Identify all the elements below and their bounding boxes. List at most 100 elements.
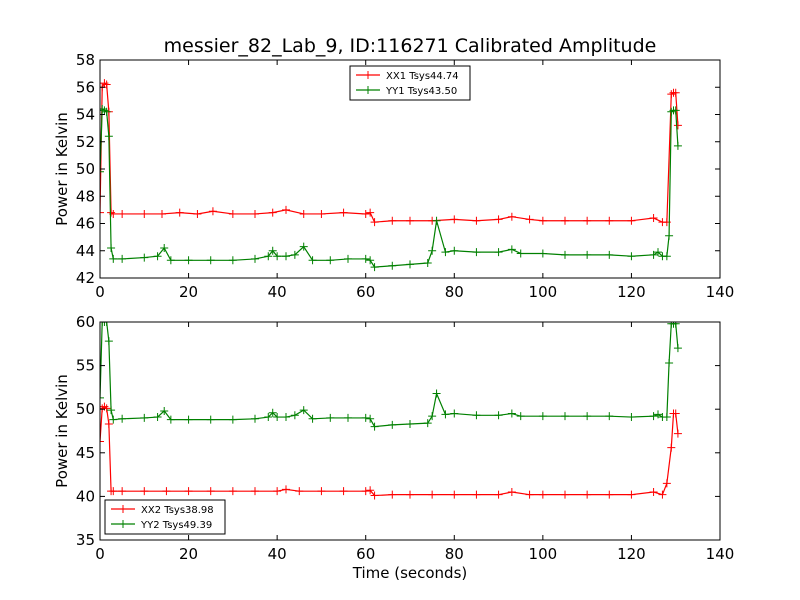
- data-point: [538, 412, 547, 421]
- data-point: [268, 208, 277, 217]
- data-point: [423, 259, 432, 268]
- data-point: [472, 490, 481, 499]
- data-point: [228, 487, 237, 496]
- legend: XX2 Tsys38.98 YY2 Tsys49.39: [104, 499, 226, 535]
- data-point: [583, 250, 592, 259]
- data-point: [525, 490, 534, 499]
- x-tick-label: 140: [706, 545, 735, 563]
- data-point: [100, 208, 104, 217]
- data-point: [406, 260, 414, 269]
- data-point: [175, 208, 184, 217]
- x-tick-label: 40: [268, 545, 287, 563]
- data-point: [441, 410, 450, 419]
- data-point: [673, 344, 682, 353]
- data-point: [361, 209, 370, 218]
- data-point: [450, 246, 459, 255]
- y-tick-label: 42: [76, 269, 95, 287]
- data-point: [317, 209, 326, 218]
- data-point: [140, 487, 149, 496]
- data-point: [406, 490, 414, 499]
- x-tick-label: 80: [445, 545, 464, 563]
- data-point: [100, 322, 109, 326]
- x-tick-label: 100: [529, 283, 558, 301]
- y-tick-label: 35: [76, 531, 95, 549]
- legend: XX1 Tsys44.74 YY1 Tsys43.50: [349, 65, 471, 101]
- data-point: [665, 358, 674, 367]
- data-point: [206, 487, 215, 496]
- data-point: [118, 414, 127, 423]
- y-tick-label: 40: [76, 487, 95, 505]
- data-point: [388, 261, 397, 270]
- legend-swatch-marker: [119, 505, 127, 513]
- data-point: [273, 252, 282, 261]
- data-point: [251, 254, 259, 263]
- data-point: [428, 490, 437, 499]
- x-tick-label: 140: [706, 283, 735, 301]
- data-point: [667, 443, 676, 452]
- x-tick-label: 60: [356, 545, 375, 563]
- data-point: [193, 209, 202, 218]
- legend-entry: YY1 Tsys43.50: [385, 86, 457, 97]
- data-point: [654, 248, 662, 257]
- data-point: [282, 252, 290, 261]
- x-tick-label: 40: [268, 283, 287, 301]
- data-point: [561, 412, 569, 421]
- data-point: [361, 487, 370, 496]
- data-point: [370, 263, 379, 272]
- data-point: [662, 252, 671, 261]
- data-point: [428, 412, 437, 421]
- data-point: [361, 413, 370, 422]
- x-tick-label: 80: [445, 283, 464, 301]
- data-point: [561, 490, 569, 499]
- data-point: [654, 410, 662, 419]
- data-point: [100, 167, 104, 176]
- y-tick-label: 46: [76, 215, 95, 233]
- y-tick-label: 56: [76, 78, 95, 96]
- data-point: [627, 413, 636, 422]
- data-point: [432, 216, 441, 225]
- legend-swatch-marker: [364, 86, 372, 94]
- data-point: [673, 429, 682, 438]
- data-point: [100, 437, 104, 446]
- data-point: [583, 216, 592, 225]
- data-point: [100, 393, 104, 402]
- data-point: [662, 413, 671, 422]
- data-point: [649, 214, 658, 223]
- data-point: [605, 250, 614, 259]
- data-point: [583, 490, 592, 499]
- data-point: [472, 411, 481, 420]
- series-2-panel-2: [100, 322, 682, 431]
- data-point: [627, 216, 636, 225]
- top-panel: 0 20 40 60 80 100 120 140 42 44 46 48 50 52 54 56 58 Powe…: [53, 51, 734, 301]
- data-point: [339, 487, 348, 496]
- data-point: [299, 209, 308, 218]
- data-point: [627, 252, 636, 261]
- data-point: [406, 420, 414, 429]
- x-tick-label: 120: [617, 545, 646, 563]
- data-point: [251, 209, 259, 218]
- data-point: [308, 414, 317, 423]
- data-point: [206, 256, 215, 265]
- data-point: [605, 412, 614, 421]
- data-point: [102, 322, 111, 326]
- data-point: [370, 218, 379, 227]
- data-point: [649, 488, 658, 497]
- data-point: [118, 254, 127, 263]
- data-point: [450, 409, 459, 418]
- data-point: [538, 490, 547, 499]
- data-point: [109, 254, 118, 263]
- data-point: [627, 490, 636, 499]
- data-point: [494, 411, 503, 420]
- data-point: [299, 406, 308, 415]
- data-point: [184, 487, 193, 496]
- data-point: [658, 490, 667, 499]
- data-point: [118, 209, 127, 218]
- x-tick-label: 120: [617, 283, 646, 301]
- data-point: [251, 414, 259, 423]
- x-tick-label: 60: [356, 283, 375, 301]
- data-point: [673, 141, 682, 150]
- data-point: [166, 256, 175, 265]
- data-point: [118, 487, 127, 496]
- data-point: [158, 209, 166, 218]
